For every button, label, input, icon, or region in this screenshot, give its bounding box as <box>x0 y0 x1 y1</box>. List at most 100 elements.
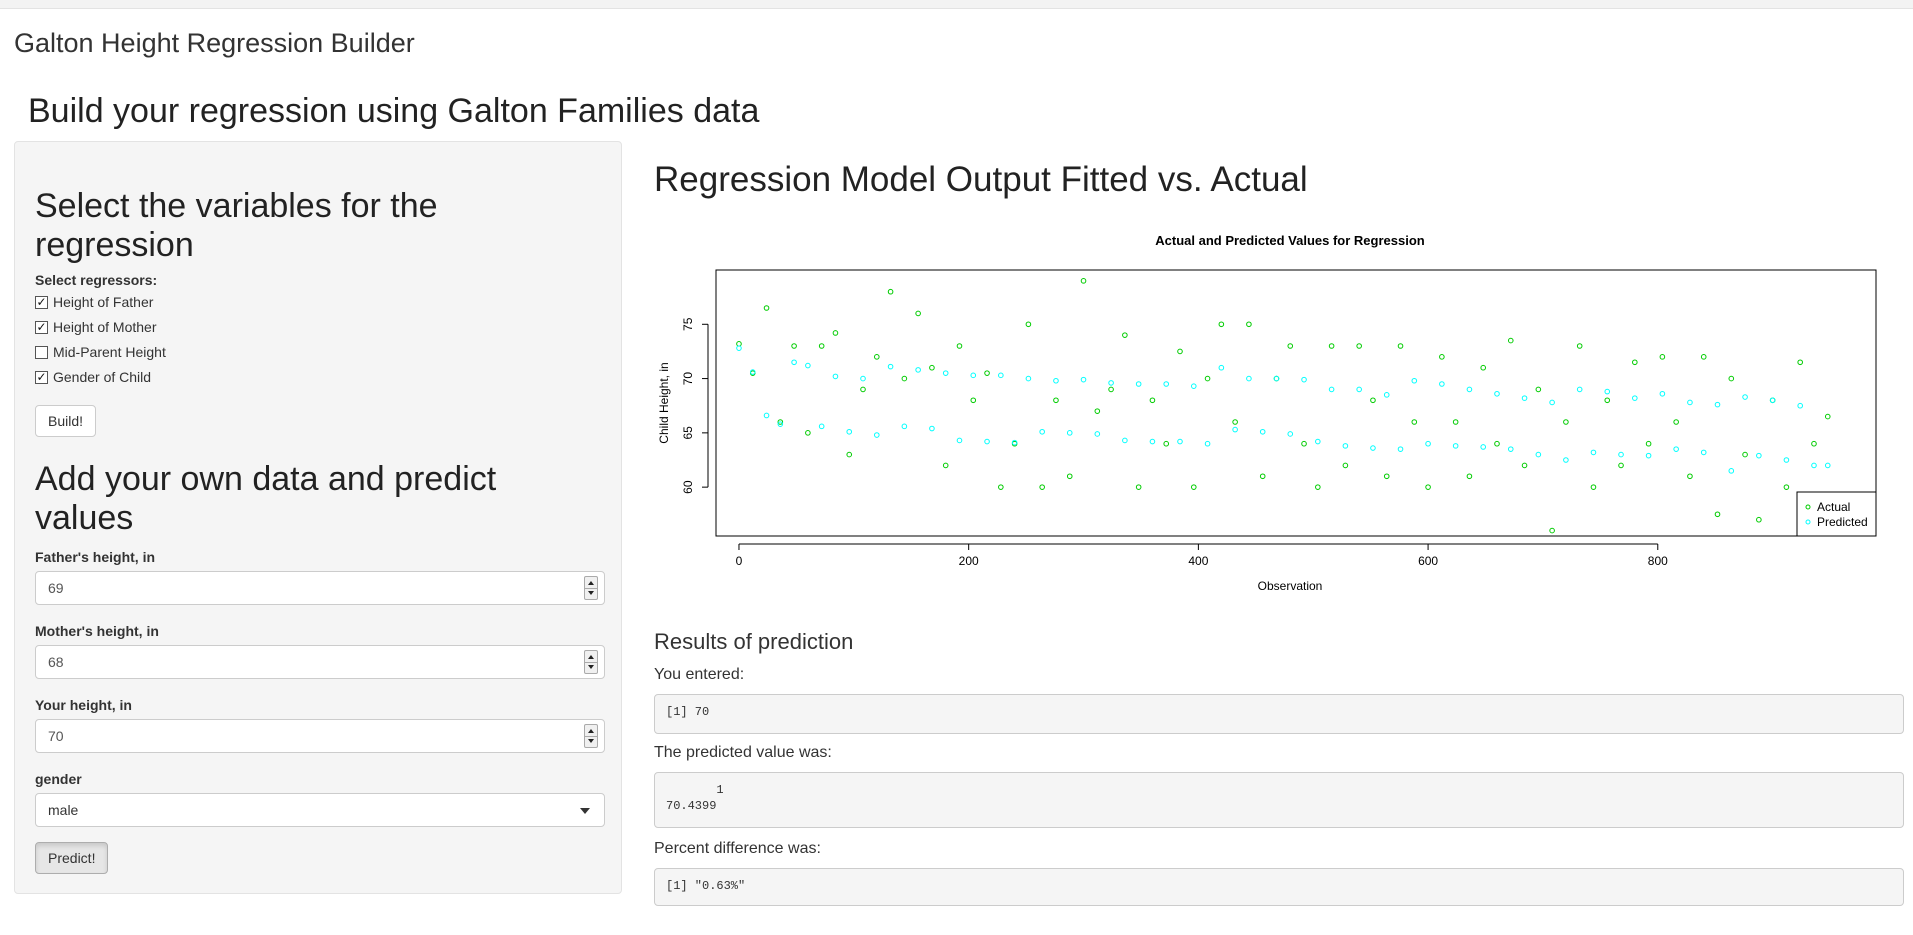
predicted-point <box>1370 445 1376 451</box>
actual-series <box>736 278 1831 534</box>
actual-point <box>1659 354 1666 360</box>
y-tick-label: 70 <box>681 372 695 386</box>
predicted-point <box>1480 444 1487 450</box>
actual-point <box>929 364 935 371</box>
predicted-point <box>1259 428 1266 435</box>
actual-point <box>1232 419 1238 425</box>
predicted-point <box>1177 438 1183 445</box>
actual-point <box>1301 440 1307 447</box>
percent-label: Percent difference was: <box>654 840 821 857</box>
actual-point <box>970 397 977 404</box>
predicted-point <box>1301 376 1307 383</box>
actual-point <box>1039 484 1045 490</box>
mother-height-label: Mother's height, in <box>35 623 159 639</box>
regressor-mother-checkbox[interactable]: ✓ Height of Mother <box>35 317 157 337</box>
main-heading: Regression Model Output Fitted vs. Actua… <box>654 160 1308 199</box>
predicted-point <box>1632 395 1638 401</box>
predicted-point <box>1452 443 1459 449</box>
your-height-value[interactable]: 70 <box>48 728 64 744</box>
predicted-point <box>749 369 756 375</box>
y-tick-label: 75 <box>681 317 695 331</box>
predicted-point <box>1025 375 1032 382</box>
your-height-input[interactable]: 70 <box>35 719 605 753</box>
actual-point <box>1190 484 1197 490</box>
plot-frame <box>715 269 1877 537</box>
actual-point <box>1756 516 1762 523</box>
father-height-label: Father's height, in <box>35 549 156 565</box>
predicted-point <box>1411 377 1418 384</box>
regressor-father-checkbox[interactable]: ✓ Height of Father <box>35 292 153 312</box>
regressor-label: Height of Father <box>53 294 154 310</box>
predicted-point <box>1066 430 1073 436</box>
predicted-point <box>1315 438 1321 445</box>
actual-point <box>1604 397 1611 404</box>
gender-selected-value[interactable]: male <box>48 802 79 818</box>
predicted-point <box>1108 380 1114 386</box>
predicted-label: The predicted value was: <box>654 744 832 761</box>
actual-point <box>942 462 949 469</box>
predicted-point <box>1797 402 1803 409</box>
predicted-point <box>1535 451 1542 458</box>
mother-height-value[interactable]: 68 <box>48 654 64 670</box>
actual-point <box>1411 419 1418 425</box>
mother-height-input[interactable]: 68 <box>35 645 605 679</box>
predicted-point <box>1604 388 1611 395</box>
checkbox-unchecked-icon[interactable] <box>35 345 48 359</box>
actual-point <box>791 343 797 349</box>
predicted-point <box>1356 386 1362 393</box>
predicted-point <box>1563 457 1569 463</box>
actual-point <box>1687 473 1693 480</box>
predicted-point <box>791 359 797 366</box>
actual-point <box>1618 462 1624 469</box>
checkbox-checked-icon[interactable]: ✓ <box>35 370 48 384</box>
x-axis-label: Observation <box>1258 579 1323 593</box>
entered-output: [1] 70 <box>654 694 1904 734</box>
predicted-point <box>901 423 908 430</box>
spinner-arrows-icon[interactable] <box>584 724 598 748</box>
regressor-midparent-checkbox[interactable]: Mid-Parent Height <box>35 342 166 362</box>
predicted-point <box>1728 468 1735 474</box>
father-height-input[interactable]: 69 <box>35 571 605 605</box>
predicted-point <box>1742 394 1748 400</box>
predicted-series <box>736 345 1831 474</box>
chevron-down-icon[interactable] <box>580 808 590 814</box>
actual-point <box>1549 527 1555 534</box>
predict-button[interactable]: Predict! <box>35 842 109 874</box>
spinner-arrows-icon[interactable] <box>584 650 598 674</box>
checkbox-checked-icon[interactable]: ✓ <box>35 295 48 309</box>
father-height-value[interactable]: 69 <box>48 580 64 596</box>
predicted-point <box>1039 428 1045 435</box>
actual-point <box>1108 386 1114 393</box>
actual-point <box>1259 473 1266 480</box>
actual-point <box>1824 413 1831 420</box>
y-axis-label: Child Height, in <box>657 362 671 443</box>
actual-point <box>1177 348 1183 355</box>
actual-point <box>860 386 866 393</box>
predicted-point <box>942 370 949 376</box>
actual-point <box>1149 397 1156 404</box>
actual-point <box>998 484 1004 490</box>
actual-point <box>956 343 963 349</box>
predicted-point <box>1204 440 1211 447</box>
gender-select[interactable]: male <box>35 793 605 827</box>
actual-point <box>1122 332 1128 338</box>
chart-legend: Actual Predicted <box>1796 491 1877 537</box>
actual-point <box>984 370 990 376</box>
actual-point <box>1645 440 1652 447</box>
predicted-point <box>777 421 784 427</box>
checkbox-checked-icon[interactable]: ✓ <box>35 320 48 334</box>
spinner-arrows-icon[interactable] <box>584 576 598 600</box>
actual-point <box>1673 419 1679 425</box>
entered-label: You entered: <box>654 666 745 683</box>
predicted-point <box>1232 426 1238 433</box>
predicted-point <box>736 345 742 351</box>
actual-point <box>818 343 825 349</box>
predicted-point <box>1163 381 1170 387</box>
predicted-point <box>1149 438 1156 445</box>
predicted-point <box>1714 401 1721 408</box>
build-button[interactable]: Build! <box>35 405 97 437</box>
regressor-gender-checkbox[interactable]: ✓ Gender of Child <box>35 367 151 387</box>
predicted-point <box>1425 440 1431 447</box>
predicted-point <box>1122 437 1128 444</box>
actual-point <box>1094 408 1101 414</box>
